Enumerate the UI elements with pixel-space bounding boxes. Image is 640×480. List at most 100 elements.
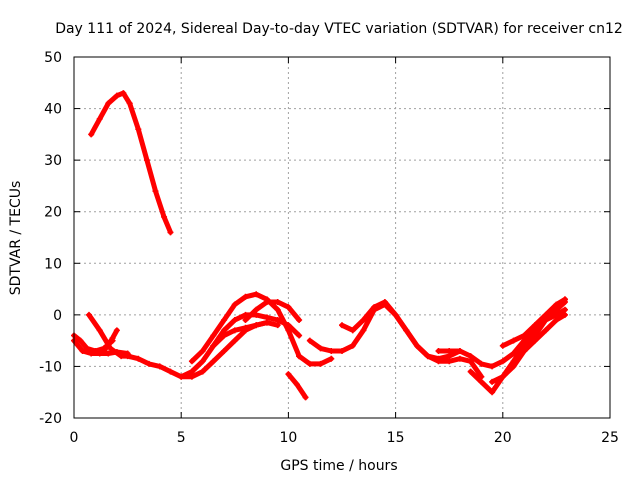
data-point	[306, 337, 313, 344]
series-arc-early-d	[101, 327, 120, 354]
data-point	[561, 306, 568, 313]
data-point	[178, 373, 185, 380]
data-point	[161, 213, 168, 220]
data-point	[105, 100, 112, 107]
data-point	[435, 358, 442, 365]
data-point	[124, 353, 131, 360]
series-arc-high	[88, 90, 174, 236]
series-arc-evening-d	[499, 296, 568, 349]
data-point	[221, 327, 228, 334]
data-point	[489, 389, 496, 396]
y-tick-label: 20	[44, 205, 62, 221]
data-point	[328, 355, 335, 362]
y-tick-label: 30	[44, 153, 62, 169]
data-point	[242, 293, 249, 300]
data-point	[263, 319, 270, 326]
data-point	[135, 126, 142, 133]
data-point	[109, 335, 116, 342]
data-point	[446, 347, 453, 354]
data-point	[467, 368, 474, 375]
data-point	[296, 353, 303, 360]
data-point	[542, 327, 549, 334]
data-point	[553, 311, 560, 318]
data-point	[306, 360, 313, 367]
x-tick-label: 0	[70, 430, 79, 446]
data-point	[274, 298, 281, 305]
data-point	[446, 353, 453, 360]
data-point	[221, 347, 228, 354]
y-tick-label: 10	[44, 256, 62, 272]
data-point	[510, 337, 517, 344]
data-point	[253, 306, 260, 313]
data-point	[360, 327, 367, 334]
data-point	[83, 345, 90, 352]
data-point	[456, 355, 463, 362]
chart-title: Day 111 of 2024, Sidereal Day-to-day VTE…	[55, 21, 623, 37]
data-point	[521, 332, 528, 339]
data-point	[339, 322, 345, 329]
data-point	[285, 371, 292, 378]
grid-layer	[74, 57, 610, 418]
data-point	[118, 353, 125, 360]
data-point	[478, 360, 485, 367]
series-layer	[71, 90, 568, 401]
data-point	[302, 394, 309, 401]
data-point	[210, 342, 217, 349]
data-point	[456, 347, 463, 354]
data-point	[167, 368, 174, 375]
series-arc-early-c	[86, 311, 133, 360]
series-arc-evening-e	[521, 311, 568, 354]
series-arc-noon-d	[242, 298, 303, 324]
data-point	[120, 90, 127, 97]
data-point	[553, 301, 560, 308]
data-point	[143, 157, 150, 164]
data-point	[263, 298, 270, 305]
data-point	[231, 327, 238, 334]
data-point	[435, 347, 442, 354]
data-point	[188, 373, 195, 380]
data-point	[285, 322, 292, 329]
y-axis-title: SDTVAR / TECUs	[8, 181, 24, 296]
data-point	[167, 229, 174, 236]
data-point	[521, 347, 528, 354]
data-point	[199, 347, 206, 354]
data-point	[403, 327, 410, 334]
data-point	[499, 342, 506, 349]
data-point	[231, 317, 238, 324]
plot-frame	[73, 56, 611, 419]
data-point	[231, 301, 238, 308]
data-point	[339, 347, 345, 354]
data-point	[253, 322, 260, 329]
data-point	[242, 324, 249, 331]
data-point	[317, 360, 324, 367]
data-point	[296, 332, 303, 339]
data-point	[210, 332, 217, 339]
data-point	[499, 373, 506, 380]
data-point	[221, 317, 228, 324]
data-point	[553, 317, 560, 324]
data-point	[478, 378, 485, 385]
data-point	[414, 342, 421, 349]
x-tick-label: 20	[494, 430, 512, 446]
data-point	[274, 317, 281, 324]
data-point	[424, 353, 431, 360]
data-point	[242, 317, 249, 324]
data-point	[113, 92, 120, 99]
data-point	[221, 332, 228, 339]
x-tick-label: 10	[279, 430, 297, 446]
data-point	[274, 306, 281, 313]
data-point	[561, 296, 568, 303]
data-point	[77, 337, 84, 344]
data-point	[101, 347, 108, 354]
data-point	[156, 363, 163, 370]
data-point	[446, 358, 453, 365]
data-point	[96, 115, 103, 122]
data-point	[113, 327, 120, 334]
data-point	[467, 358, 474, 365]
data-point	[105, 350, 112, 357]
data-point	[86, 311, 93, 318]
series-line	[296, 353, 334, 367]
y-tick-label: 50	[44, 50, 62, 66]
data-point	[510, 363, 517, 370]
